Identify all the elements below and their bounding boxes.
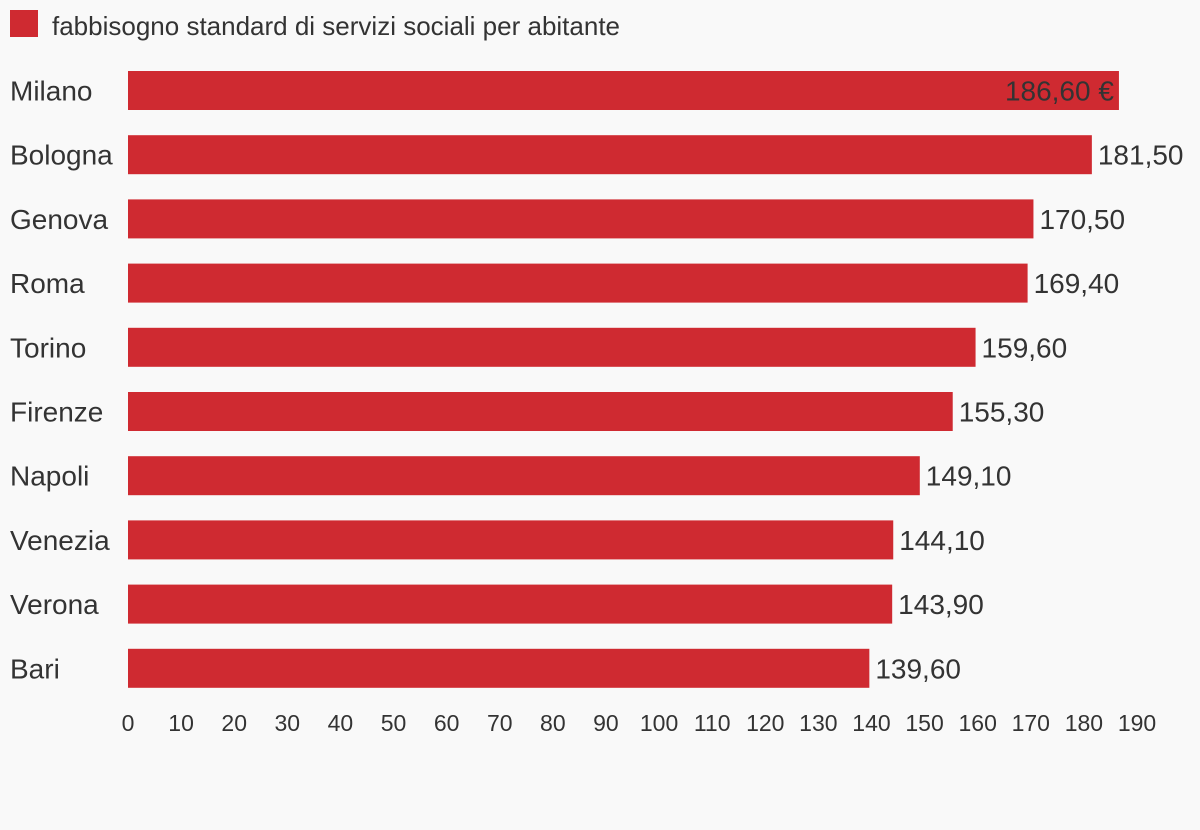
x-tick-label: 30 — [275, 710, 301, 736]
bar — [128, 135, 1092, 175]
bar — [128, 392, 953, 431]
bar — [128, 648, 870, 688]
value-label: 181,50 — [1098, 140, 1184, 171]
x-tick-label: 160 — [958, 710, 996, 736]
x-tick-label: 20 — [221, 710, 247, 736]
x-tick-label: 120 — [746, 710, 784, 736]
category-label: Roma — [10, 268, 85, 299]
x-tick-label: 170 — [1012, 710, 1050, 736]
bar — [128, 199, 1034, 239]
value-label: 144,10 — [899, 525, 985, 556]
x-tick-label: 190 — [1118, 710, 1156, 736]
category-label: Bari — [10, 653, 60, 684]
value-label: 139,60 — [875, 653, 961, 684]
bar — [128, 456, 920, 496]
bar — [128, 520, 894, 560]
category-label: Venezia — [10, 525, 110, 556]
value-label: 170,50 — [1039, 204, 1125, 235]
category-label: Torino — [10, 332, 86, 363]
value-label: 159,60 — [982, 332, 1068, 363]
x-tick-label: 70 — [487, 710, 513, 736]
x-tick-label: 130 — [799, 710, 837, 736]
legend-swatch — [10, 10, 38, 37]
bar — [128, 584, 893, 624]
value-label: 155,30 — [959, 397, 1045, 428]
value-label: 143,90 — [898, 589, 984, 620]
category-label: Genova — [10, 204, 108, 235]
bar — [128, 263, 1028, 303]
category-label: Bologna — [10, 140, 113, 171]
category-label: Verona — [10, 589, 99, 620]
x-tick-label: 50 — [381, 710, 407, 736]
category-label: Milano — [10, 76, 92, 107]
category-label: Firenze — [10, 397, 103, 428]
x-tick-label: 80 — [540, 710, 566, 736]
value-label: 186,60 € — [1005, 76, 1114, 107]
x-tick-label: 150 — [905, 710, 943, 736]
x-tick-label: 90 — [593, 710, 619, 736]
x-tick-label: 100 — [640, 710, 678, 736]
legend-label: fabbisogno standard di servizi sociali p… — [52, 11, 621, 41]
bar — [128, 71, 1119, 110]
x-tick-label: 110 — [694, 710, 731, 736]
value-label: 149,10 — [926, 461, 1012, 492]
x-tick-label: 40 — [328, 710, 354, 736]
x-tick-label: 180 — [1065, 710, 1103, 736]
x-tick-label: 140 — [852, 710, 890, 736]
x-tick-label: 0 — [122, 710, 135, 736]
category-label: Napoli — [10, 461, 89, 492]
bar — [128, 327, 976, 367]
x-tick-label: 60 — [434, 710, 460, 736]
value-label: 169,40 — [1034, 268, 1120, 299]
x-tick-label: 10 — [168, 710, 194, 736]
